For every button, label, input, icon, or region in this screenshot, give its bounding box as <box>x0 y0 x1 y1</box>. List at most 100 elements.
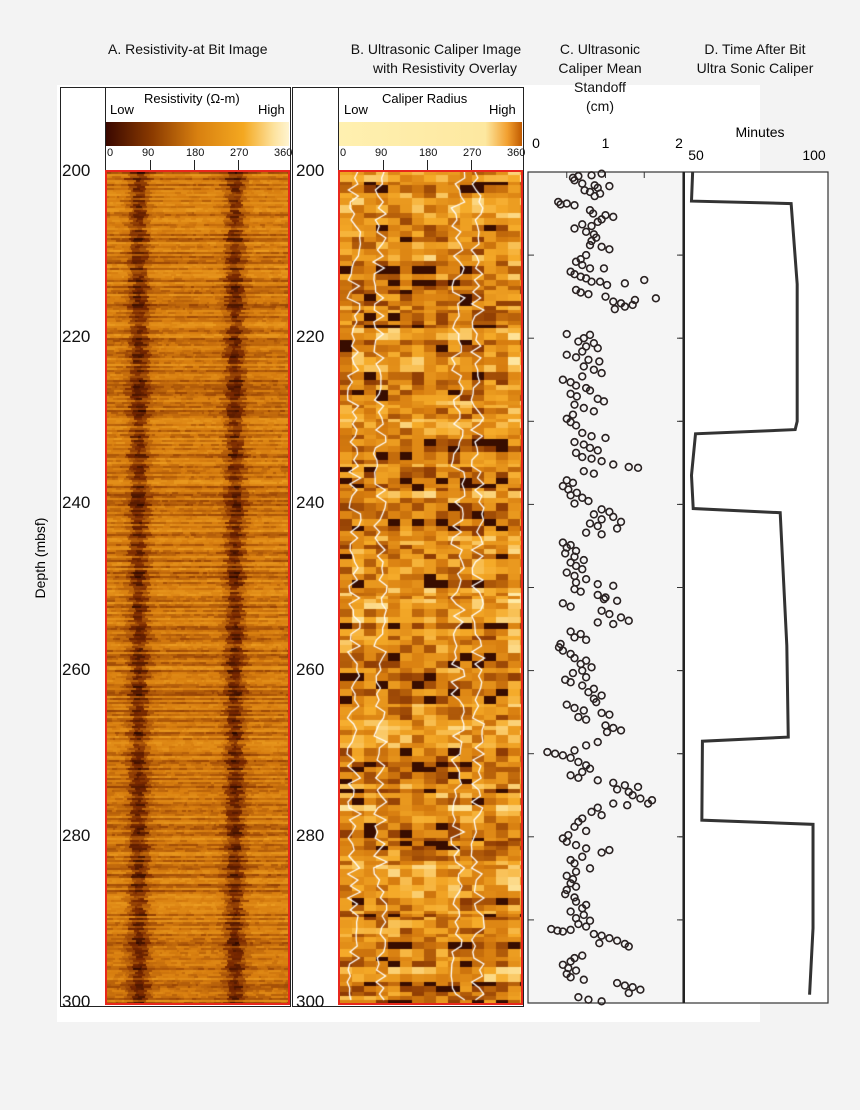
time-plot-frame <box>683 171 829 1004</box>
standoff-point <box>571 561 581 571</box>
standoff-point <box>578 452 587 462</box>
standoff-point <box>609 212 618 222</box>
standoff-point <box>571 381 581 390</box>
standoff-point <box>587 663 596 672</box>
standoff-point <box>581 826 591 836</box>
standoff-point <box>585 264 595 273</box>
standoff-point <box>599 594 609 604</box>
standoff-point <box>579 466 588 476</box>
depth-tick-label: 280 <box>62 825 91 845</box>
standoff-point <box>581 741 591 750</box>
standoff-point <box>571 867 581 876</box>
standoff-point <box>574 337 583 346</box>
standoff-point <box>612 596 622 605</box>
standoff-point <box>571 353 581 362</box>
standoff-point <box>566 973 575 982</box>
standoff-point <box>624 988 633 998</box>
standoff-point <box>562 350 571 360</box>
standoff-point <box>581 922 591 931</box>
standoff-tick-label: 0 <box>532 135 540 151</box>
standoff-point <box>605 609 614 619</box>
standoff-point <box>595 277 605 286</box>
standoff-point <box>581 844 591 853</box>
standoff-point <box>590 191 599 201</box>
standoff-point <box>612 936 622 945</box>
standoff-point <box>571 897 581 906</box>
standoff-point <box>566 602 575 611</box>
standoff-point <box>558 599 568 608</box>
standoff-point <box>587 236 596 246</box>
standoff-point <box>585 864 595 873</box>
standoff-point <box>581 715 591 724</box>
standoff-point <box>566 678 575 687</box>
standoff-point <box>570 176 579 185</box>
standoff-point <box>630 295 640 305</box>
standoff-point <box>620 302 630 311</box>
standoff-point <box>601 292 610 301</box>
standoff-point <box>570 499 579 508</box>
azimuth-tick-label: 360 <box>274 147 293 159</box>
standoff-point <box>570 859 579 868</box>
standoff-point <box>587 454 596 463</box>
standoff-point <box>585 240 595 250</box>
depth-tick-label: 260 <box>296 659 325 679</box>
standoff-point <box>609 778 618 787</box>
depth-tick-label: 240 <box>62 493 91 513</box>
panel-a-scale-label: Resistivity (Ω-m) <box>144 91 240 106</box>
resistivity-colorbar <box>106 122 289 146</box>
standoff-point <box>599 397 609 406</box>
standoff-point <box>593 803 602 812</box>
standoff-point <box>570 822 579 832</box>
standoff-point <box>584 355 593 365</box>
standoff-point <box>588 209 598 218</box>
title-d: D. Time After Bit Ultra Sonic Caliper <box>680 40 830 78</box>
standoff-point <box>616 517 626 527</box>
standoff-point <box>616 726 626 735</box>
standoff-point <box>643 799 653 808</box>
standoff-point <box>570 224 579 233</box>
azimuth-tick-label: 180 <box>186 147 205 159</box>
standoff-point <box>581 673 591 682</box>
standoff-point <box>570 201 579 210</box>
standoff-point <box>589 365 599 374</box>
azimuth-tick-label: 270 <box>230 147 249 159</box>
standoff-point <box>558 927 568 936</box>
standoff-point <box>609 723 618 733</box>
standoff-point <box>584 995 593 1004</box>
standoff-point <box>568 668 578 678</box>
standoff-point <box>628 983 637 992</box>
depth-tick-label: 220 <box>296 327 325 347</box>
standoff-point <box>601 593 610 602</box>
standoff-point <box>581 528 591 537</box>
standoff-point <box>585 519 595 528</box>
standoff-tick-label: 1 <box>602 135 610 151</box>
standoff-point <box>579 440 588 449</box>
depth-tick-label: 300 <box>296 992 325 1011</box>
depth-tick-label: 280 <box>296 825 325 845</box>
panel-b-high: High <box>489 102 516 117</box>
standoff-point <box>579 555 588 565</box>
standoff-point <box>574 712 583 722</box>
standoff-point <box>585 443 595 453</box>
standoff-point <box>579 975 588 984</box>
standoff-point <box>574 992 583 1002</box>
title-c-line3: Standoff <box>574 79 626 95</box>
standoff-point <box>578 951 587 960</box>
title-c-line1: C. Ultrasonic <box>559 41 641 57</box>
standoff-point <box>581 250 591 260</box>
standoff-point <box>566 907 575 916</box>
standoff-point <box>560 889 570 899</box>
standoff-point <box>560 549 570 558</box>
standoff-point <box>584 496 593 506</box>
standoff-point <box>636 985 645 994</box>
standoff-point <box>576 272 585 281</box>
standoff-point <box>597 848 606 857</box>
standoff-point <box>584 688 593 697</box>
standoff-point <box>570 893 579 902</box>
standoff-point <box>578 428 587 438</box>
standoff-point <box>593 737 602 747</box>
standoff-point <box>605 245 614 254</box>
standoff-point <box>633 463 643 473</box>
standoff-point <box>581 574 591 584</box>
